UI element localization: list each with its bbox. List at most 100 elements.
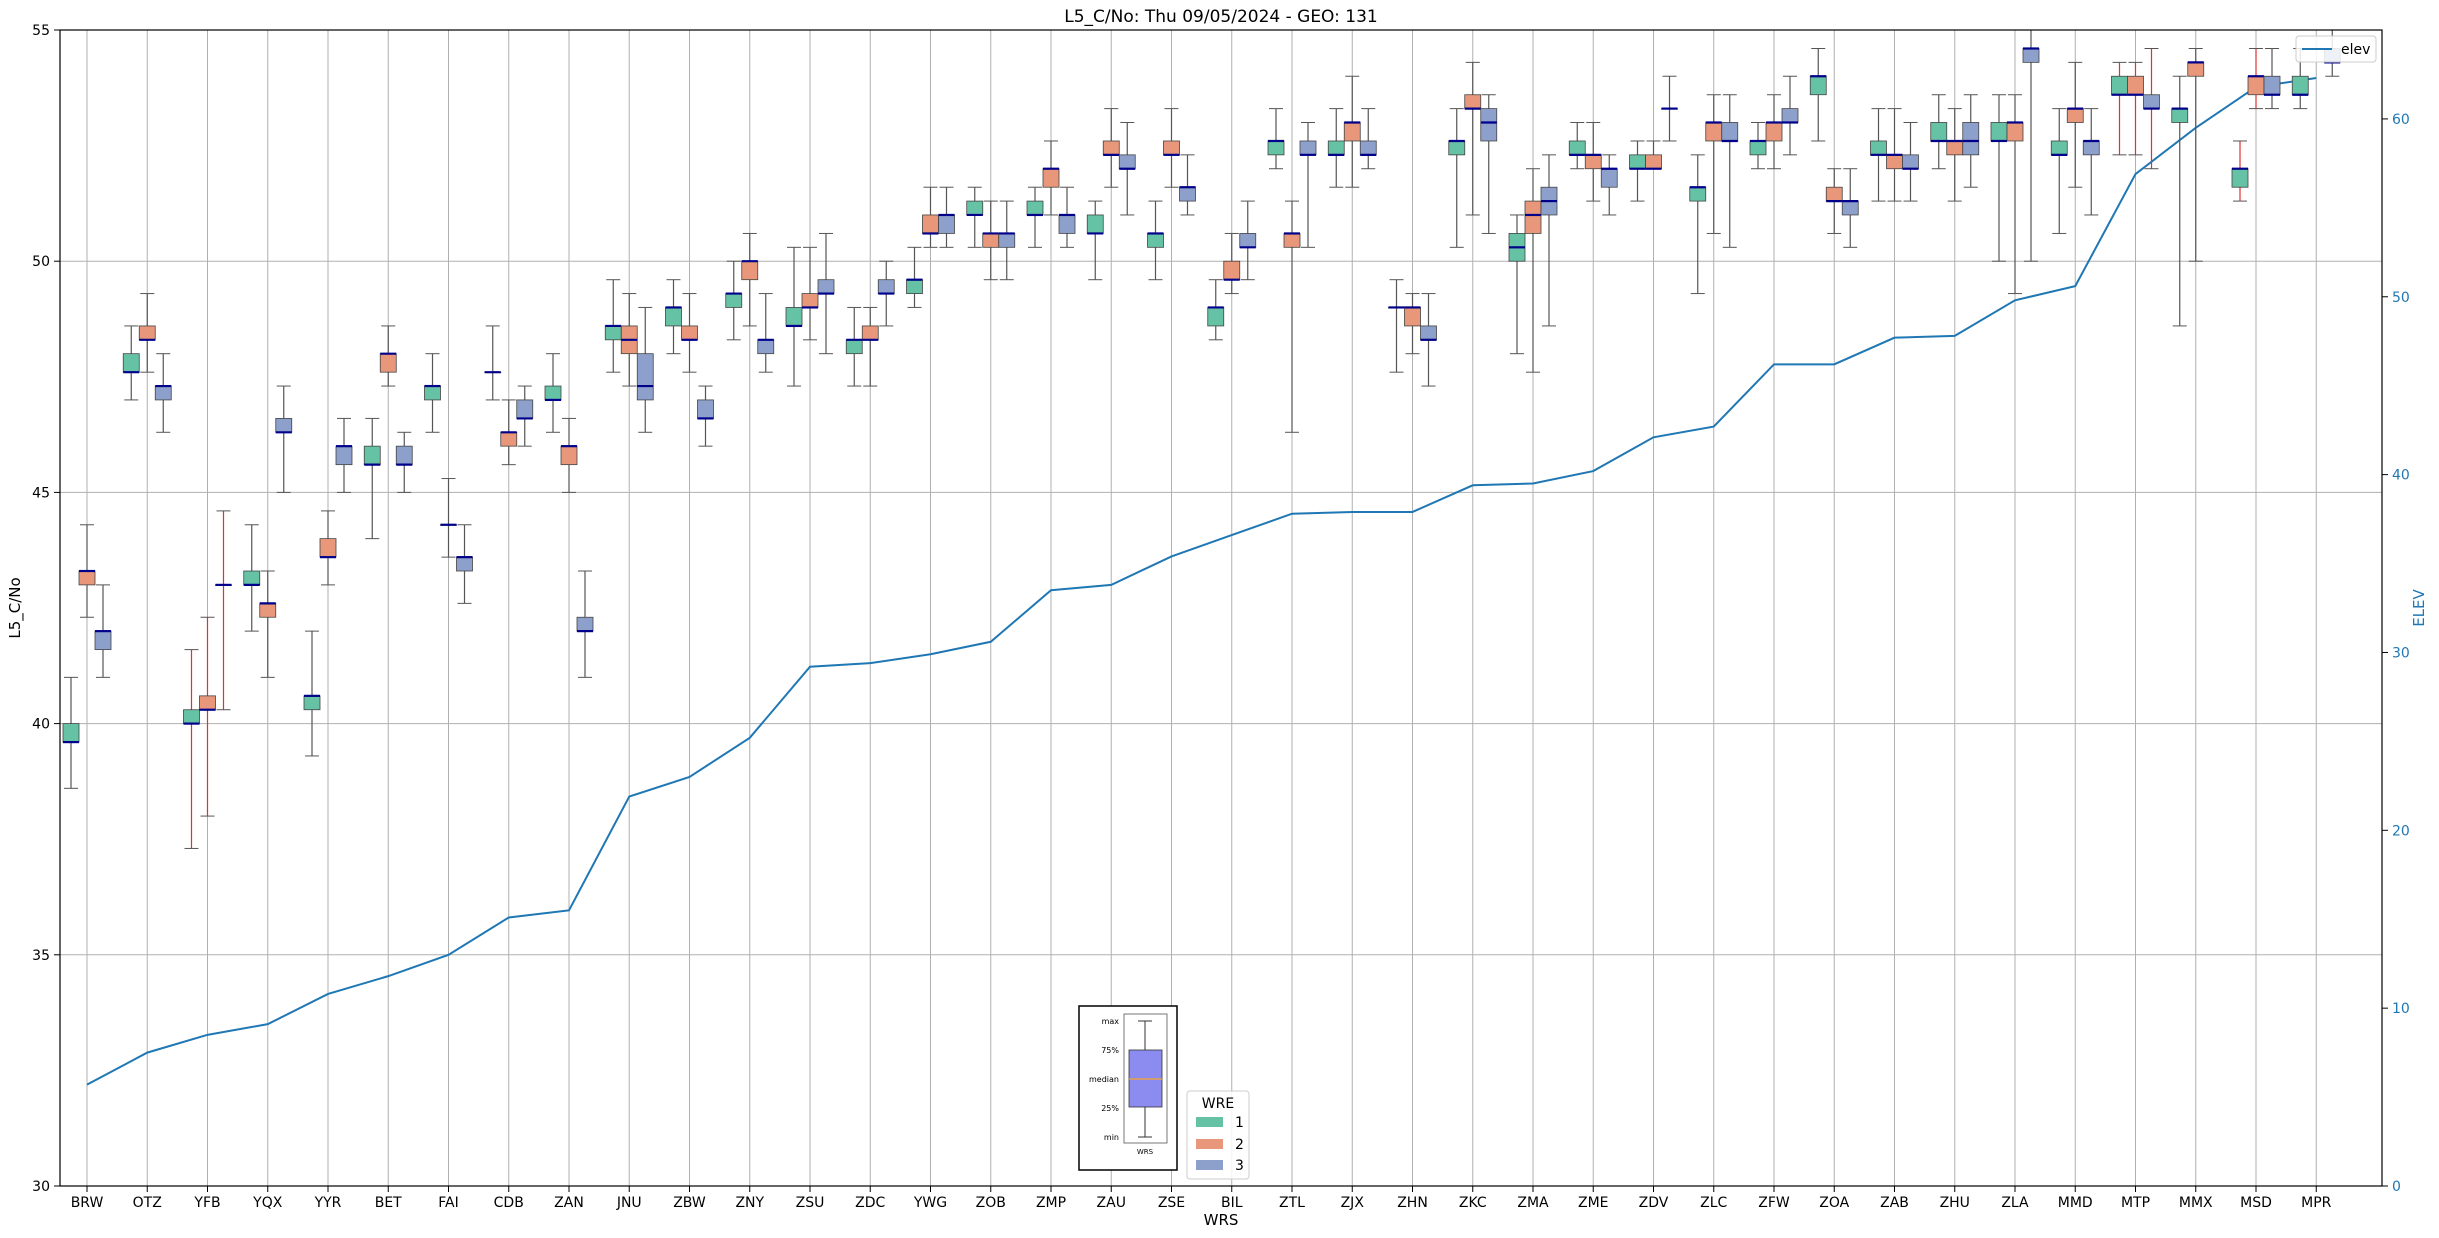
x-tick-label: FAI bbox=[438, 1195, 458, 1211]
box-rect-wre-1 bbox=[785, 307, 803, 327]
x-tick-label: ZLC bbox=[1700, 1195, 1727, 1211]
x-tick-label: ZTL bbox=[1279, 1195, 1305, 1211]
box-rect-wre-1 bbox=[363, 445, 381, 466]
box-rect-wre-2 bbox=[982, 233, 1000, 248]
box-rect-wre-2 bbox=[1645, 154, 1662, 170]
x-tick-label: ZDC bbox=[855, 1195, 885, 1211]
box-rect-wre-1 bbox=[2111, 75, 2128, 96]
box-rect-wre-3 bbox=[2143, 94, 2160, 110]
box-rect-wre-2 bbox=[1404, 307, 1421, 327]
box-rect-wre-3 bbox=[757, 339, 775, 355]
box-rect-wre-1 bbox=[2291, 75, 2309, 96]
box-rect-wre-1 bbox=[2231, 168, 2249, 188]
box-rect-wre-2 bbox=[259, 602, 277, 618]
x-tick-label: ZMA bbox=[1517, 1195, 1549, 1211]
elev-legend-frame bbox=[2295, 35, 2377, 63]
x-tick-label: ZFW bbox=[1758, 1195, 1790, 1211]
box-rect-wre-2 bbox=[741, 260, 759, 281]
box-rect-wre-1 bbox=[544, 385, 562, 401]
x-tick-label: MMD bbox=[2058, 1195, 2093, 1211]
y-tick-label: 50 bbox=[32, 254, 50, 270]
box-rect-wre-1 bbox=[243, 570, 261, 586]
x-tick-label: ZMP bbox=[1036, 1195, 1066, 1211]
x-tick-label: ZNY bbox=[735, 1195, 764, 1211]
box-rect-wre-3 bbox=[576, 616, 594, 632]
boxplot-key: max 75% median 25% min WRS bbox=[1078, 1005, 1178, 1171]
y2-tick-label: 10 bbox=[2392, 1001, 2410, 1017]
box-rect-wre-3 bbox=[1239, 233, 1257, 248]
elev-legend: elev bbox=[2295, 35, 2377, 63]
box-rect-wre-1 bbox=[1629, 154, 1646, 170]
x-tick-label: BET bbox=[375, 1195, 402, 1211]
box-rect-wre-2 bbox=[2006, 122, 2024, 142]
y-tick-label: 40 bbox=[32, 717, 50, 733]
x-tick-label: YYR bbox=[314, 1195, 342, 1211]
x-tick-label: BRW bbox=[71, 1195, 104, 1211]
boxplot-key-min-label: min bbox=[1104, 1133, 1119, 1142]
box-rect-wre-3 bbox=[636, 353, 654, 401]
box-rect-wre-2 bbox=[138, 325, 156, 341]
box-rect-wre-2 bbox=[1343, 122, 1361, 142]
box-rect-wre-1 bbox=[122, 353, 140, 373]
box-rect-wre-1 bbox=[1207, 307, 1225, 327]
y2-tick-label: 30 bbox=[2392, 645, 2410, 661]
boxplot-key-max-label: max bbox=[1102, 1017, 1120, 1026]
box-rect-wre-1 bbox=[1267, 140, 1285, 156]
box-rect-wre-3 bbox=[335, 445, 353, 466]
boxplot-key-q3-label: 75% bbox=[1101, 1046, 1119, 1055]
box-rect-wre-1 bbox=[424, 385, 441, 401]
wre-legend-frame bbox=[1186, 1090, 1250, 1180]
box-rect-wre-3 bbox=[938, 214, 955, 234]
x-tick-label: ZSU bbox=[796, 1195, 825, 1211]
box-rect-wre-3 bbox=[877, 279, 895, 294]
box-rect-wre-1 bbox=[845, 339, 863, 355]
box-rect-wre-3 bbox=[2082, 140, 2100, 156]
wre-legend-label-3: 3 bbox=[1235, 1158, 1244, 1174]
box-rect-wre-2 bbox=[1464, 94, 1482, 110]
box-rect-wre-3 bbox=[1841, 200, 1859, 216]
x-tick-label: ZAN bbox=[554, 1195, 584, 1211]
box-rect-wre-1 bbox=[1147, 233, 1164, 248]
box-rect-wre-1 bbox=[1809, 75, 1827, 96]
x-tick-label: ZSE bbox=[1158, 1195, 1185, 1211]
box-rect-wre-2 bbox=[1705, 122, 1723, 142]
box-rect-wre-1 bbox=[665, 307, 682, 327]
x-tick-label: ZHN bbox=[1397, 1195, 1428, 1211]
wre-legend: WRE 1 2 3 bbox=[1186, 1090, 1250, 1180]
x-tick-label: ZLA bbox=[2001, 1195, 2029, 1211]
box-rect-wre-2 bbox=[319, 538, 337, 558]
x-axis-label: WRS bbox=[1204, 1211, 1239, 1229]
box-rect-wre-1 bbox=[966, 200, 984, 216]
box-rect-wre-1 bbox=[1870, 140, 1887, 156]
box-rect-wre-3 bbox=[1299, 140, 1317, 156]
x-tick-label: ZME bbox=[1578, 1195, 1609, 1211]
box-rect-wre-1 bbox=[183, 709, 200, 725]
box-rect-wre-2 bbox=[379, 353, 397, 373]
box-rect-wre-2 bbox=[560, 445, 578, 466]
x-tick-label: ZHU bbox=[1940, 1195, 1970, 1211]
box-rect-wre-3 bbox=[1480, 108, 1498, 142]
y-tick-label: 45 bbox=[32, 485, 50, 501]
wre-legend-swatch-3 bbox=[1196, 1160, 1223, 1170]
x-tick-label: ZJX bbox=[1341, 1195, 1365, 1211]
box-rect-wre-3 bbox=[94, 630, 112, 651]
x-tick-label: ZOB bbox=[976, 1195, 1006, 1211]
box-rect-wre-2 bbox=[1825, 186, 1843, 202]
box-rect-wre-3 bbox=[697, 399, 714, 419]
y2-tick-label: 0 bbox=[2392, 1179, 2401, 1195]
wre-legend-swatch-2 bbox=[1196, 1139, 1223, 1149]
x-tick-label: MTP bbox=[2121, 1195, 2150, 1211]
wre-legend-label-2: 2 bbox=[1235, 1137, 1244, 1153]
box-rect-wre-2 bbox=[1102, 140, 1120, 156]
boxplot-key-caption: WRS bbox=[1137, 1148, 1154, 1156]
y2-tick-label: 40 bbox=[2392, 468, 2410, 484]
box-rect-wre-1 bbox=[1689, 186, 1707, 202]
box-rect-wre-1 bbox=[2050, 140, 2068, 156]
box-rect-wre-2 bbox=[681, 325, 698, 341]
y2-tick-label: 60 bbox=[2392, 112, 2410, 128]
box-rect-wre-2 bbox=[2247, 75, 2265, 96]
box-rect-wre-2 bbox=[1524, 200, 1542, 234]
box-rect-wre-3 bbox=[817, 279, 835, 294]
x-tick-label: MSD bbox=[2240, 1195, 2272, 1211]
box-rect-wre-2 bbox=[1163, 140, 1180, 156]
